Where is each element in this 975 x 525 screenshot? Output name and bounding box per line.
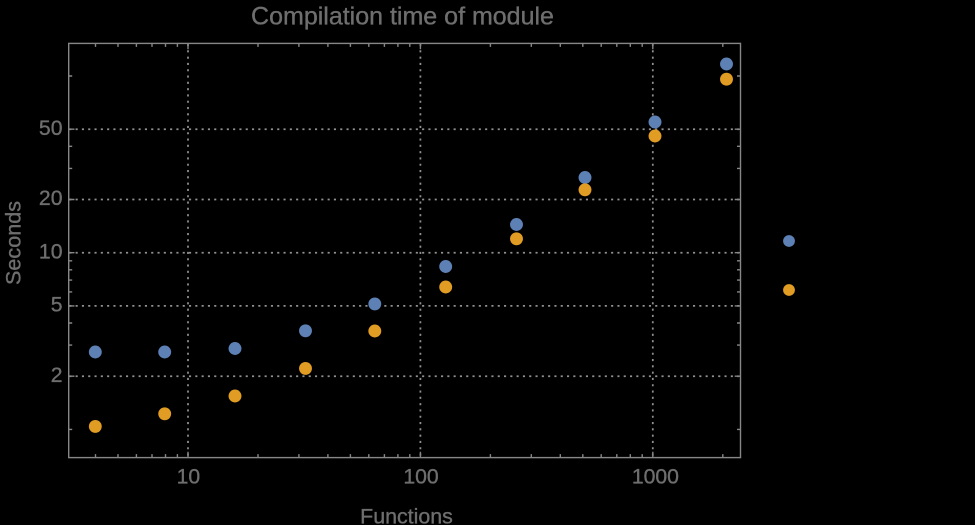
svg-text:10: 10 (39, 240, 63, 263)
svg-text:50: 50 (39, 117, 63, 140)
svg-text:10: 10 (177, 465, 201, 488)
svg-text:Functions: Functions (360, 505, 453, 525)
svg-text:100: 100 (403, 465, 438, 488)
svg-text:1000: 1000 (632, 465, 679, 488)
svg-text:5: 5 (51, 294, 63, 317)
svg-text:Seconds: Seconds (1, 201, 26, 285)
svg-text:20: 20 (39, 187, 63, 210)
svg-text:Compilation time of module: Compilation time of module (251, 3, 554, 31)
svg-text:2: 2 (51, 364, 63, 387)
